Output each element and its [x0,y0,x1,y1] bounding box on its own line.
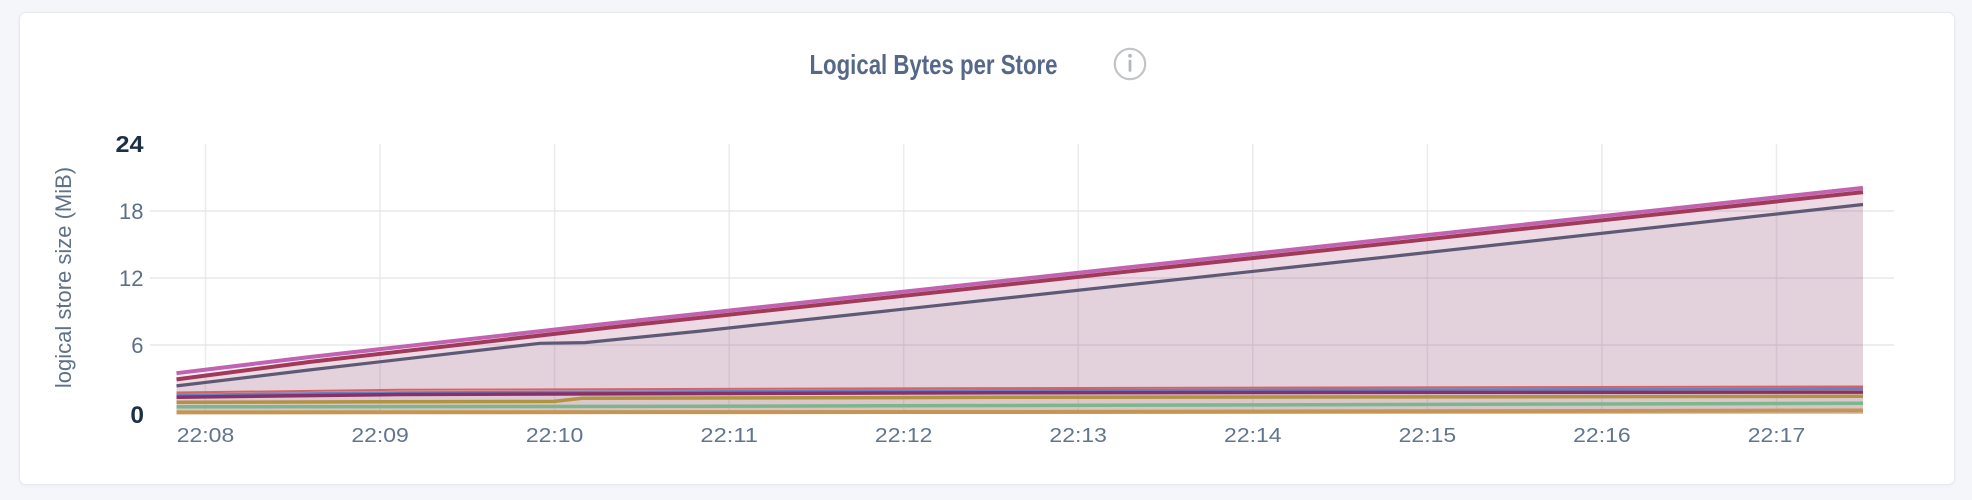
svg-text:22:10: 22:10 [526,424,584,447]
svg-text:22:12: 22:12 [875,424,933,447]
svg-text:22:08: 22:08 [177,424,235,447]
svg-text:22:16: 22:16 [1573,424,1631,447]
svg-text:22:15: 22:15 [1399,424,1457,447]
svg-text:22:13: 22:13 [1049,424,1107,447]
svg-text:22:17: 22:17 [1748,424,1806,447]
svg-text:6: 6 [131,333,143,358]
svg-text:24: 24 [116,131,144,157]
svg-text:22:14: 22:14 [1224,424,1282,447]
svg-text:0: 0 [130,402,144,429]
svg-text:18: 18 [119,199,143,224]
svg-text:Logical Bytes per Store: Logical Bytes per Store [810,49,1058,80]
svg-text:logical store size (MiB): logical store size (MiB) [51,167,76,388]
svg-text:22:09: 22:09 [351,424,409,447]
svg-text:12: 12 [119,266,143,291]
svg-text:22:11: 22:11 [700,424,758,447]
